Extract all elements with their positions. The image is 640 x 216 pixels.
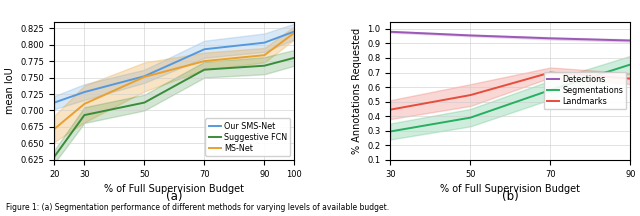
X-axis label: % of Full Supervision Budget: % of Full Supervision Budget	[104, 184, 244, 194]
Line: Segmentations: Segmentations	[390, 65, 630, 132]
Landmarks	[387, 108, 394, 111]
Detections	[467, 34, 474, 37]
MS-Net	[81, 103, 88, 105]
Y-axis label: mean IoU: mean IoU	[5, 67, 15, 114]
Our SMS-Net	[291, 30, 298, 33]
Line: Suggestive FCN: Suggestive FCN	[54, 58, 294, 157]
MS-Net	[260, 54, 268, 56]
Detections	[387, 30, 394, 33]
Our SMS-Net	[81, 91, 88, 93]
Our SMS-Net	[200, 48, 208, 51]
Line: Our SMS-Net: Our SMS-Net	[54, 32, 294, 103]
Text: (b): (b)	[502, 190, 519, 203]
Landmarks	[467, 94, 474, 96]
Suggestive FCN	[260, 64, 268, 67]
X-axis label: % of Full Supervision Budget: % of Full Supervision Budget	[440, 184, 580, 194]
Suggestive FCN	[81, 114, 88, 116]
Text: (a): (a)	[166, 190, 182, 203]
Legend: Detections, Segmentations, Landmarks: Detections, Segmentations, Landmarks	[544, 72, 627, 110]
Suggestive FCN	[200, 68, 208, 71]
Segmentations	[387, 130, 394, 133]
Landmarks	[547, 71, 554, 74]
MS-Net	[51, 128, 58, 130]
MS-Net	[200, 60, 208, 62]
MS-Net	[291, 32, 298, 34]
MS-Net	[141, 76, 148, 78]
Line: Landmarks: Landmarks	[390, 73, 630, 110]
Our SMS-Net	[260, 41, 268, 44]
Our SMS-Net	[141, 75, 148, 78]
Line: Detections: Detections	[390, 32, 630, 41]
Segmentations	[627, 63, 634, 66]
Text: Figure 1: (a) Segmentation performance of different methods for varying levels o: Figure 1: (a) Segmentation performance o…	[6, 203, 390, 212]
Suggestive FCN	[141, 101, 148, 104]
Line: MS-Net: MS-Net	[54, 33, 294, 129]
Segmentations	[547, 89, 554, 91]
Suggestive FCN	[291, 57, 298, 59]
Suggestive FCN	[51, 155, 58, 158]
Landmarks	[627, 77, 634, 80]
Y-axis label: % Annotations Requested: % Annotations Requested	[352, 28, 362, 154]
Our SMS-Net	[51, 101, 58, 104]
Detections	[547, 37, 554, 40]
Segmentations	[467, 116, 474, 119]
Detections	[627, 39, 634, 42]
Legend: Our SMS-Net, Suggestive FCN, MS-Net: Our SMS-Net, Suggestive FCN, MS-Net	[205, 118, 291, 156]
